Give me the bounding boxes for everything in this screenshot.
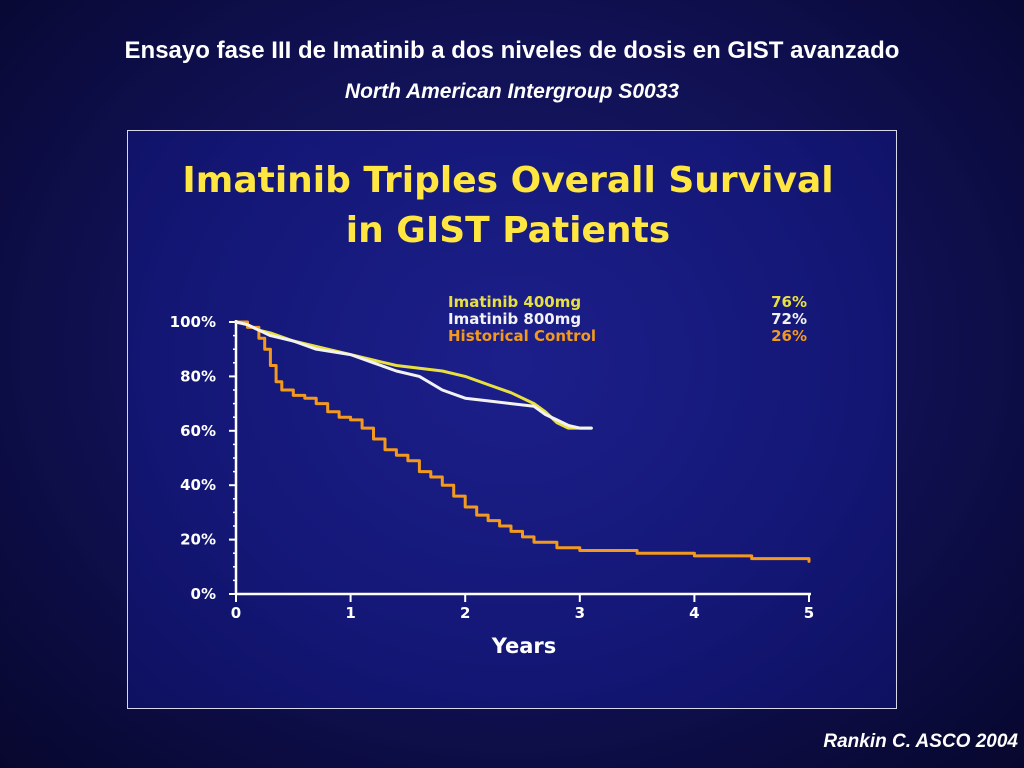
- x-axis-title: Years: [491, 634, 557, 658]
- slide-title: Ensayo fase III de Imatinib a dos nivele…: [124, 37, 900, 64]
- citation: Rankin C. ASCO 2004: [823, 731, 1018, 752]
- legend-label: Historical Control: [448, 327, 596, 345]
- chart-figure: Imatinib Triples Overall Survival in GIS…: [127, 130, 897, 709]
- chart-title-line-2: in GIST Patients: [346, 210, 670, 251]
- y-tick-label: 20%: [180, 531, 216, 549]
- legend-label: Imatinib 400mg: [448, 293, 581, 311]
- chart-axes: 0% 20% 40% 60% 80% 100% 0 1 2 3 4 5: [170, 313, 815, 622]
- legend-value: 72%: [771, 310, 807, 328]
- chart-legend: Imatinib 400mg 76% Imatinib 800mg 72% Histor…: [448, 293, 807, 345]
- y-tick-label: 100%: [170, 313, 216, 331]
- x-tick-label: 2: [460, 604, 470, 622]
- legend-label: Imatinib 800mg: [448, 310, 581, 328]
- x-tick-label: 0: [231, 604, 241, 622]
- y-tick-label: 0%: [191, 585, 216, 603]
- chart-series: [234, 320, 811, 563]
- y-tick-label: 60%: [180, 422, 216, 440]
- legend-value: 76%: [771, 293, 807, 311]
- x-tick-label: 3: [575, 604, 585, 622]
- x-tick-label: 5: [804, 604, 814, 622]
- x-tick-label: 1: [345, 604, 355, 622]
- series-line-imatinib-800mg: [234, 320, 593, 430]
- slide-subtitle: North American Intergroup S0033: [344, 80, 680, 103]
- series-line-imatinib-400mg: [234, 320, 593, 430]
- legend-value: 26%: [771, 327, 807, 345]
- survival-chart: Imatinib Triples Overall Survival in GIS…: [170, 160, 834, 658]
- y-tick-label: 40%: [180, 476, 216, 494]
- x-tick-label: 4: [689, 604, 699, 622]
- chart-title-line-1: Imatinib Triples Overall Survival: [182, 160, 833, 201]
- y-tick-label: 80%: [180, 367, 216, 385]
- series-line-historical-control: [234, 320, 811, 563]
